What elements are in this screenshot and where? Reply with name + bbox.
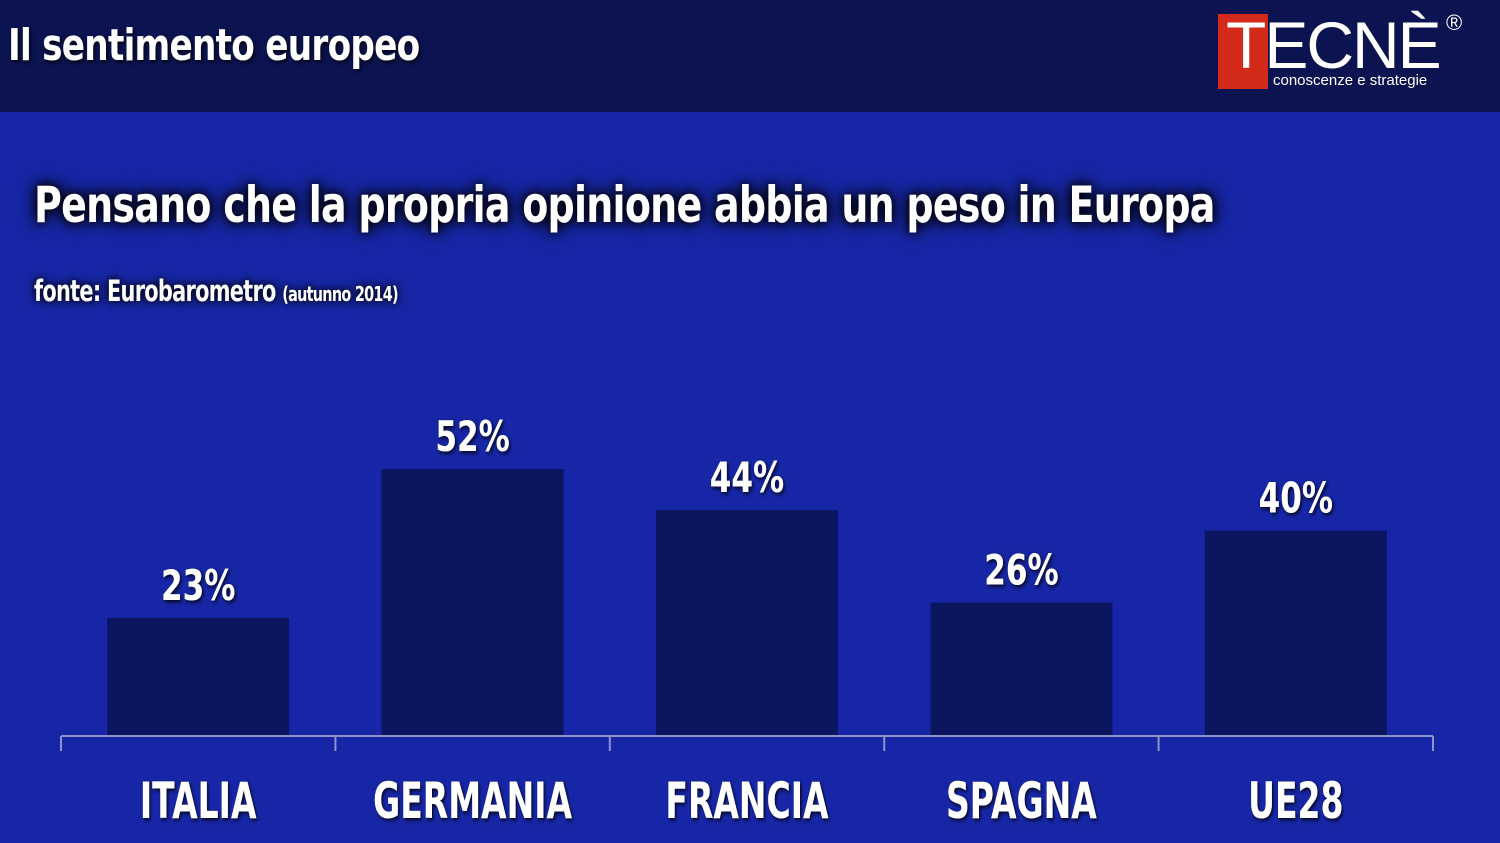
data-label: 26% (984, 546, 1058, 595)
chart-title: Pensano che la propria opinione abbia un… (34, 176, 1215, 234)
chart-source: fonte: Eurobarometro (autunno 2014) (34, 274, 399, 308)
registered-mark: ® (1446, 10, 1463, 35)
category-label: GERMANIA (373, 772, 572, 830)
bar-germania (381, 469, 564, 736)
source-label: fonte: Eurobarometro (34, 274, 276, 308)
bar-francia (656, 510, 838, 736)
bar-spagna (930, 602, 1113, 736)
tecne-logo: TECNÈ conoscenze e strategie ® (1218, 8, 1478, 94)
category-label: SPAGNA (946, 772, 1097, 830)
category-label: ITALIA (140, 772, 257, 830)
logo-tagline: conoscenze e strategie (1273, 72, 1428, 89)
page-title: Il sentimento europeo (8, 20, 420, 71)
bar-italia (107, 617, 290, 736)
category-label: UE28 (1248, 772, 1343, 830)
data-label: 52% (435, 412, 509, 461)
logo-red-block (1218, 14, 1268, 89)
source-note: (autunno 2014) (282, 282, 398, 306)
data-label: 44% (710, 453, 784, 502)
logo-wordmark: TECNÈ (1226, 8, 1442, 82)
bar-ue28 (1204, 530, 1387, 736)
data-label: 23% (161, 561, 235, 610)
data-label: 40% (1259, 474, 1333, 523)
category-label: FRANCIA (665, 772, 828, 830)
